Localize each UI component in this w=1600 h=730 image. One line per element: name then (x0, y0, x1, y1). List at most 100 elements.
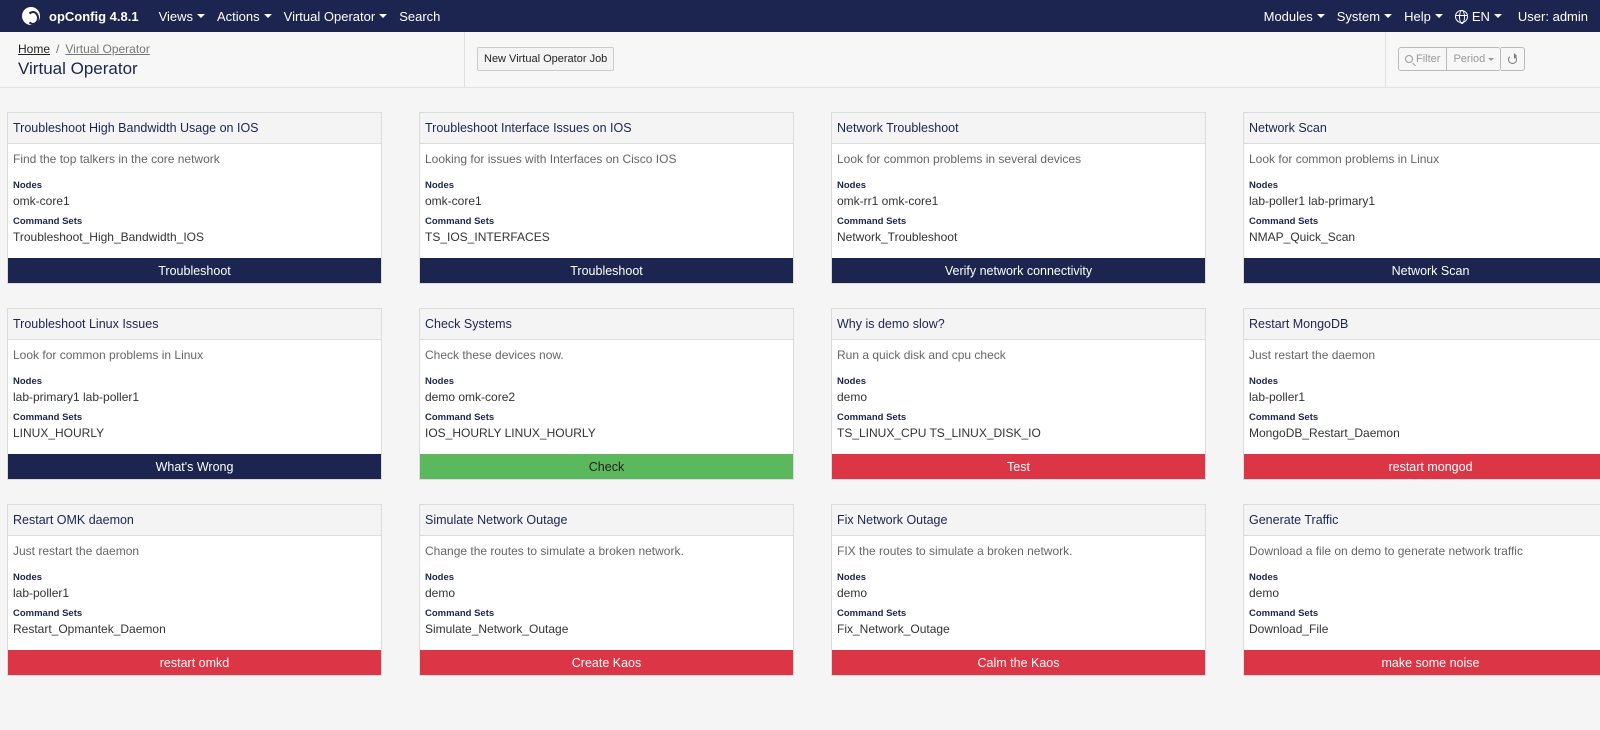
job-card: Fix Network Outage FIX the routes to sim… (831, 504, 1206, 676)
command-sets-label: Command Sets (837, 412, 907, 423)
page-title: Virtual Operator (18, 59, 138, 78)
job-card-body: Download a file on demo to generate netw… (1244, 536, 1600, 636)
job-card-description: Change the routes to simulate a broken n… (425, 544, 684, 558)
command-sets-label: Command Sets (1249, 608, 1319, 619)
job-card-body: Check these devices now. Nodes demo omk-… (420, 340, 793, 440)
top-navbar: opConfig 4.8.1 Views Actions Virtual Ope… (0, 0, 1600, 32)
job-run-button[interactable]: Verify network connectivity (832, 258, 1205, 283)
job-card-grid: Troubleshoot High Bandwidth Usage on IOS… (0, 88, 1600, 676)
job-card: Troubleshoot High Bandwidth Usage on IOS… (7, 112, 382, 284)
menu-system[interactable]: System (1336, 8, 1393, 24)
actions-section: New Virtual Operator Job (465, 32, 1386, 87)
job-card-title: Fix Network Outage (832, 505, 1205, 536)
breadcrumb-current[interactable]: Virtual Operator (65, 42, 150, 56)
job-run-button[interactable]: Troubleshoot (420, 258, 793, 283)
globe-icon (1454, 9, 1468, 24)
job-card-description: Run a quick disk and cpu check (837, 348, 1006, 362)
command-sets-value: Download_File (1249, 622, 1329, 636)
filter-label: Filter (1416, 53, 1441, 65)
nodes-label: Nodes (425, 376, 455, 387)
brand[interactable]: opConfig 4.8.1 (22, 7, 139, 25)
command-sets-label: Command Sets (837, 216, 907, 227)
job-card-body: Find the top talkers in the core network… (8, 144, 381, 244)
nodes-value: lab-poller1 (13, 586, 70, 600)
nodes-value: omk-rr1 omk-core1 (837, 194, 939, 208)
job-run-button[interactable]: restart omkd (8, 650, 381, 675)
job-card-description: Just restart the daemon (13, 544, 140, 558)
job-run-button[interactable]: Calm the Kaos (832, 650, 1205, 675)
job-run-button[interactable]: Network Scan (1244, 258, 1600, 283)
job-run-button[interactable]: Check (420, 454, 793, 479)
command-sets-value: Fix_Network_Outage (837, 622, 950, 636)
chevron-down-icon (263, 14, 272, 18)
user-menu[interactable]: User: admin (1517, 8, 1588, 24)
job-card-description: Check these devices now. (425, 348, 564, 362)
chevron-down-icon (1384, 14, 1393, 18)
nodes-value: demo (1249, 586, 1280, 600)
nodes-value: lab-primary1 lab-poller1 (13, 390, 140, 404)
new-virtual-operator-job-button[interactable]: New Virtual Operator Job (477, 47, 615, 71)
command-sets-value: Restart_Opmantek_Daemon (13, 622, 166, 636)
period-dropdown[interactable]: Period (1447, 48, 1500, 70)
search-icon (1405, 55, 1413, 63)
nodes-label: Nodes (1249, 180, 1279, 191)
command-sets-value: Troubleshoot_High_Bandwidth_IOS (13, 230, 205, 244)
command-sets-label: Command Sets (13, 216, 83, 227)
chevron-down-icon (1488, 57, 1495, 61)
menu-virtual-operator-label: Virtual Operator (283, 8, 376, 24)
job-run-button[interactable]: Create Kaos (420, 650, 793, 675)
menu-actions[interactable]: Actions (217, 9, 272, 24)
menu-modules[interactable]: Modules (1264, 9, 1325, 24)
chevron-down-icon (379, 14, 388, 18)
menu-virtual-operator[interactable]: Virtual Operator (284, 9, 388, 24)
job-card-title: Troubleshoot Interface Issues on IOS (420, 113, 793, 144)
command-sets-value: LINUX_HOURLY (13, 426, 105, 440)
menu-views-label: Views (158, 8, 194, 24)
job-card-description: Look for common problems in several devi… (837, 152, 1082, 166)
chevron-down-icon (1316, 14, 1325, 18)
job-card-body: Just restart the daemon Nodes lab-poller… (8, 536, 381, 636)
refresh-button[interactable] (1501, 47, 1526, 71)
command-sets-value: MongoDB_Restart_Daemon (1249, 426, 1400, 440)
job-card-title: Why is demo slow? (832, 309, 1205, 340)
job-run-button[interactable]: Test (832, 454, 1205, 479)
command-sets-label: Command Sets (1249, 216, 1319, 227)
filter-section: Filter Period (1386, 32, 1600, 87)
job-card-description: FIX the routes to simulate a broken netw… (837, 544, 1073, 558)
chevron-down-icon (1493, 14, 1502, 18)
job-card-description: Look for common problems in Linux (13, 348, 204, 362)
job-card: Network Troubleshoot Look for common pro… (831, 112, 1206, 284)
chevron-down-icon (1434, 14, 1443, 18)
job-card: Troubleshoot Interface Issues on IOS Loo… (419, 112, 794, 284)
nodes-value: omk-core1 (425, 194, 482, 208)
job-card-body: Look for common problems in Linux Nodes … (1244, 144, 1600, 244)
filter-button[interactable]: Filter (1399, 48, 1448, 70)
job-card-body: Look for common problems in several devi… (832, 144, 1205, 244)
command-sets-label: Command Sets (837, 608, 907, 619)
job-card: Restart OMK daemon Just restart the daem… (7, 504, 382, 676)
refresh-icon (1508, 52, 1518, 64)
job-card-body: FIX the routes to simulate a broken netw… (832, 536, 1205, 636)
job-run-button[interactable]: make some noise (1244, 650, 1600, 675)
command-sets-value: NMAP_Quick_Scan (1249, 230, 1356, 244)
menu-help[interactable]: Help (1404, 9, 1443, 24)
job-run-button[interactable]: restart mongod (1244, 454, 1600, 479)
menu-help-label: Help (1404, 8, 1431, 24)
menu-system-label: System (1336, 8, 1381, 24)
nodes-label: Nodes (13, 376, 43, 387)
job-card: Check Systems Check these devices now. N… (419, 308, 794, 480)
menu-search[interactable]: Search (399, 8, 441, 24)
job-card-description: Just restart the daemon (1249, 348, 1376, 362)
breadcrumb-home[interactable]: Home (18, 42, 51, 56)
job-run-button[interactable]: What's Wrong (8, 454, 381, 479)
job-card: Why is demo slow? Run a quick disk and c… (831, 308, 1206, 480)
nodes-value: lab-poller1 (1249, 390, 1306, 404)
job-run-button[interactable]: Troubleshoot (8, 258, 381, 283)
menu-views[interactable]: Views (158, 8, 206, 24)
language-selector[interactable]: EN (1454, 9, 1502, 24)
nodes-value: demo (837, 586, 868, 600)
job-card: Network Scan Look for common problems in… (1243, 112, 1600, 284)
command-sets-value: Network_Troubleshoot (837, 230, 958, 244)
nodes-label: Nodes (1249, 572, 1279, 583)
period-label: Period (1453, 53, 1486, 65)
